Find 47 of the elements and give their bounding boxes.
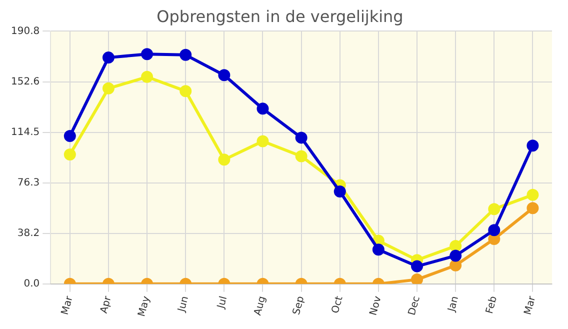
- point: [488, 203, 500, 216]
- point: [372, 244, 384, 256]
- x-tick-label: Aug: [252, 295, 268, 317]
- x-tick-label: Sep: [291, 295, 307, 316]
- point: [526, 202, 539, 214]
- x-tick-label: Oct: [330, 295, 346, 315]
- y-tick-label: 190.8: [10, 26, 40, 37]
- point: [450, 240, 462, 252]
- point: [64, 130, 76, 142]
- point: [102, 52, 114, 64]
- y-tick-label: 114.5: [10, 126, 40, 138]
- point: [141, 48, 154, 60]
- y-tick-label: 152.6: [10, 76, 40, 88]
- point: [141, 70, 154, 83]
- point: [218, 69, 230, 82]
- y-tick-label: 76.3: [17, 177, 40, 188]
- point: [295, 150, 308, 162]
- x-tick-label: Feb: [484, 295, 500, 316]
- x-tick-label: Jun: [176, 295, 192, 314]
- point: [488, 224, 500, 236]
- point: [488, 233, 500, 246]
- point: [526, 188, 539, 201]
- x-tick-label: Mar: [522, 294, 538, 316]
- x-tick-label: Jan: [446, 295, 461, 314]
- point: [102, 82, 114, 94]
- x-tick-label: Jul: [216, 295, 230, 311]
- x-tick-label: Nov: [368, 295, 384, 317]
- point: [450, 259, 462, 272]
- point: [256, 135, 269, 148]
- point: [256, 102, 269, 115]
- y-tick-label: 38.2: [17, 228, 40, 239]
- x-tick-label: May: [136, 295, 152, 318]
- point: [450, 250, 462, 262]
- point: [180, 48, 192, 61]
- point: [334, 185, 346, 198]
- y-tick-label: 0.0: [24, 278, 40, 290]
- x-tick-label: Dec: [406, 295, 422, 317]
- x-tick-label: Mar: [60, 294, 76, 316]
- chart-title: Opbrengsten in de vergelijking: [156, 6, 404, 26]
- point: [64, 148, 76, 161]
- point: [295, 132, 308, 144]
- point: [180, 85, 192, 98]
- point: [526, 140, 539, 152]
- point: [218, 154, 230, 166]
- x-tick-label: Apr: [98, 294, 114, 315]
- point: [411, 274, 424, 284]
- point: [411, 260, 424, 272]
